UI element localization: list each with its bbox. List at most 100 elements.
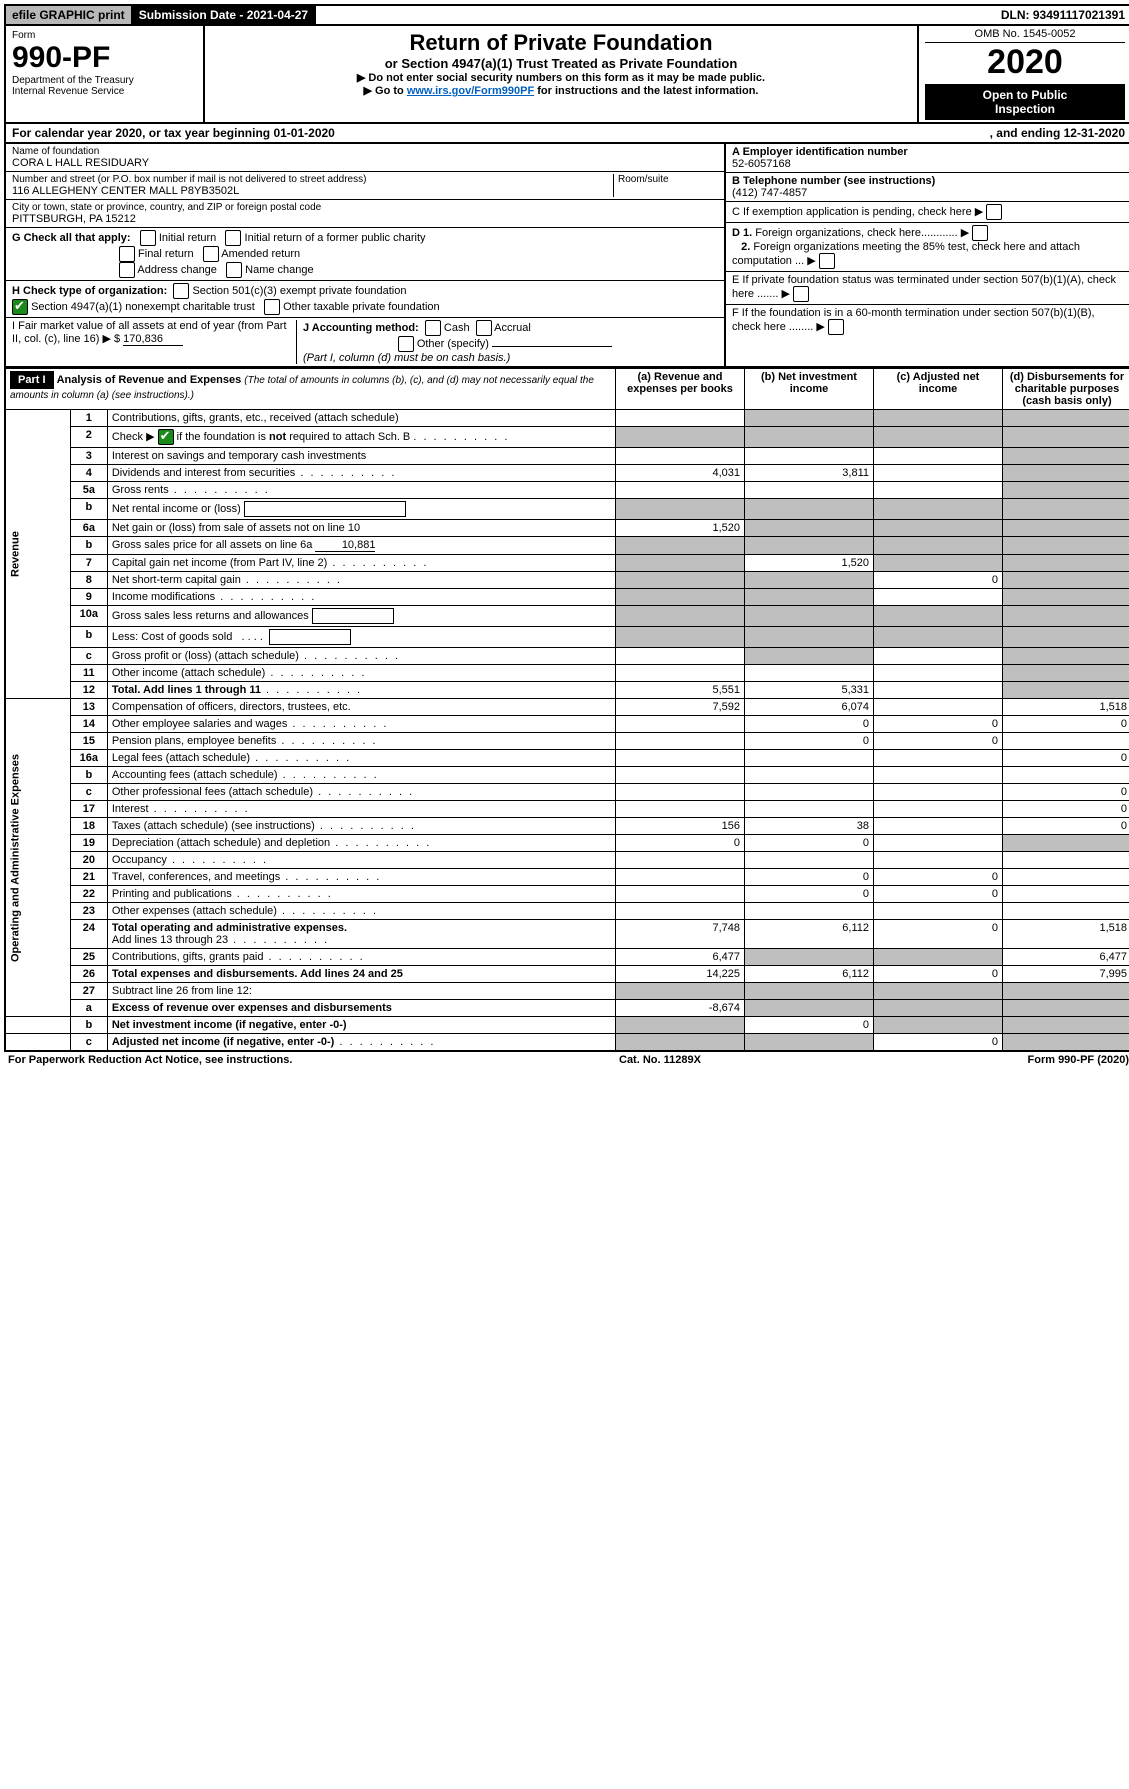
col-d-header: (d) Disbursements for charitable purpose… — [1003, 369, 1129, 410]
tel-label: B Telephone number (see instructions) — [732, 175, 935, 187]
instr2-pre: Go to — [375, 85, 407, 97]
l14-d: 0 — [1003, 716, 1129, 733]
l10a-desc: Gross sales less returns and allowances — [107, 606, 615, 627]
l8-c: 0 — [874, 572, 1003, 589]
instr2-post: for instructions and the latest informat… — [534, 85, 758, 97]
tel-cell: B Telephone number (see instructions) (4… — [726, 173, 1129, 202]
d2-checkbox[interactable] — [819, 253, 835, 269]
amended-return-checkbox[interactable] — [203, 246, 219, 262]
h-other-checkbox[interactable] — [264, 299, 280, 315]
tel-value: (412) 747-4857 — [732, 187, 807, 199]
tax-year: 2020 — [925, 43, 1125, 82]
dept-line2: Internal Revenue Service — [12, 86, 197, 97]
instructions-link[interactable]: www.irs.gov/Form990PF — [407, 85, 534, 97]
city-label: City or town, state or province, country… — [12, 202, 718, 213]
cash-checkbox[interactable] — [425, 320, 441, 336]
l18-a: 156 — [616, 818, 745, 835]
l14-desc: Other employee salaries and wages — [107, 716, 615, 733]
l26-desc: Total expenses and disbursements. Add li… — [107, 966, 615, 983]
h-501c3-checkbox[interactable] — [173, 283, 189, 299]
l27b-desc: Net investment income (if negative, ente… — [107, 1017, 615, 1034]
ein-label: A Employer identification number — [732, 146, 908, 158]
l18-d: 0 — [1003, 818, 1129, 835]
foundation-name: CORA L HALL RESIDUARY — [12, 157, 718, 169]
l2-desc: Check ▶ if the foundation is not require… — [107, 427, 615, 448]
l13-desc: Compensation of officers, directors, tru… — [107, 699, 615, 716]
l17-d: 0 — [1003, 801, 1129, 818]
line-22: 22Printing and publications00 — [5, 886, 1129, 903]
initial-return-checkbox[interactable] — [140, 230, 156, 246]
g-initial-former: Initial return of a former public charit… — [245, 232, 426, 244]
l21-desc: Travel, conferences, and meetings — [107, 869, 615, 886]
l19-desc: Depreciation (attach schedule) and deple… — [107, 835, 615, 852]
line-27b: bNet investment income (if negative, ent… — [5, 1017, 1129, 1034]
l6a-desc: Net gain or (loss) from sale of assets n… — [107, 520, 615, 537]
h-label: H Check type of organization: — [12, 285, 167, 297]
section-i: I Fair market value of all assets at end… — [12, 320, 297, 364]
l27a-desc: Excess of revenue over expenses and disb… — [107, 1000, 615, 1017]
line-24: 24Total operating and administrative exp… — [5, 920, 1129, 949]
line-6a: 6aNet gain or (loss) from sale of assets… — [5, 520, 1129, 537]
l24-c: 0 — [874, 920, 1003, 949]
l12-a: 5,551 — [616, 682, 745, 699]
g-label: G Check all that apply: — [12, 232, 131, 244]
j-cash: Cash — [444, 322, 470, 334]
cy-end: 12-31-2020 — [1064, 126, 1125, 140]
address-cell: Number and street (or P.O. box number if… — [12, 174, 613, 197]
page-footer: For Paperwork Reduction Act Notice, see … — [4, 1052, 1129, 1068]
line-6b: bGross sales price for all assets on lin… — [5, 537, 1129, 555]
l16c-d: 0 — [1003, 784, 1129, 801]
col-a-header: (a) Revenue and expenses per books — [616, 369, 745, 410]
l6a-a: 1,520 — [616, 520, 745, 537]
l15-desc: Pension plans, employee benefits — [107, 733, 615, 750]
final-return-checkbox[interactable] — [119, 246, 135, 262]
line-21: 21Travel, conferences, and meetings00 — [5, 869, 1129, 886]
h-4947-checkbox[interactable] — [12, 299, 28, 315]
l25-d: 6,477 — [1003, 949, 1129, 966]
l26-b: 6,112 — [745, 966, 874, 983]
f-checkbox[interactable] — [828, 319, 844, 335]
l13-a: 7,592 — [616, 699, 745, 716]
d1-checkbox[interactable] — [972, 225, 988, 241]
cy-b: , and ending — [990, 126, 1064, 140]
schb-checkbox[interactable] — [158, 429, 174, 445]
l26-a: 14,225 — [616, 966, 745, 983]
cy-begin: 01-01-2020 — [273, 126, 334, 140]
name-cell: Name of foundation CORA L HALL RESIDUARY — [6, 144, 724, 172]
line-16a: 16aLegal fees (attach schedule)0 — [5, 750, 1129, 767]
l22-desc: Printing and publications — [107, 886, 615, 903]
e-checkbox[interactable] — [793, 286, 809, 302]
accrual-checkbox[interactable] — [476, 320, 492, 336]
l21-c: 0 — [874, 869, 1003, 886]
name-change-checkbox[interactable] — [226, 262, 242, 278]
initial-former-checkbox[interactable] — [225, 230, 241, 246]
col-b-header: (b) Net investment income — [745, 369, 874, 410]
line-5b: bNet rental income or (loss) — [5, 499, 1129, 520]
efile-label: efile GRAPHIC print — [6, 6, 133, 24]
l5a-desc: Gross rents — [107, 482, 615, 499]
l19-a: 0 — [616, 835, 745, 852]
line-27a: aExcess of revenue over expenses and dis… — [5, 1000, 1129, 1017]
l22-b: 0 — [745, 886, 874, 903]
expenses-label: Operating and Administrative Expenses — [5, 699, 70, 1017]
j-other: Other (specify) — [417, 338, 489, 350]
calendar-year-end: , and ending 12-31-2020 — [984, 124, 1129, 142]
open-to-public: Open to Public Inspection — [925, 84, 1125, 120]
h-opt3: Other taxable private foundation — [283, 301, 440, 313]
l1-desc: Contributions, gifts, grants, etc., rece… — [107, 410, 615, 427]
calendar-year-row: For calendar year 2020, or tax year begi… — [4, 124, 1129, 144]
l25-desc: Contributions, gifts, grants paid — [107, 949, 615, 966]
g-name-change: Name change — [245, 264, 314, 276]
l27c-desc: Adjusted net income (if negative, enter … — [107, 1034, 615, 1052]
c-checkbox[interactable] — [986, 204, 1002, 220]
g-initial: Initial return — [159, 232, 216, 244]
e-label: E If private foundation status was termi… — [732, 274, 1116, 300]
l26-d: 7,995 — [1003, 966, 1129, 983]
l16a-d: 0 — [1003, 750, 1129, 767]
other-checkbox[interactable] — [398, 336, 414, 352]
address-change-checkbox[interactable] — [119, 262, 135, 278]
section-g: G Check all that apply: Initial return I… — [6, 228, 724, 281]
section-h: H Check type of organization: Section 50… — [6, 281, 724, 318]
l23-desc: Other expenses (attach schedule) — [107, 903, 615, 920]
l14-b: 0 — [745, 716, 874, 733]
